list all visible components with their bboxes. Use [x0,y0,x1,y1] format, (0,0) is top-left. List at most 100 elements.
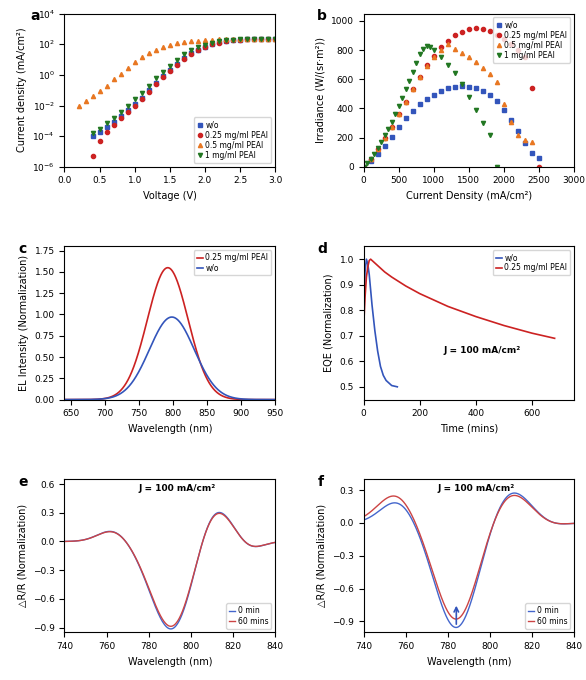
1 mg/ml PEAI [152,74,159,82]
w/o [380,371,387,379]
Y-axis label: Irradiance (W/(sr·m²)): Irradiance (W/(sr·m²)) [315,37,325,143]
w/o [166,66,173,74]
0.25 mg/ml PEAI [367,255,374,263]
Legend: w/o, 0.25 mg/ml PEAI, 0.5 mg/ml PEAI, 1 mg/ml PEAI: w/o, 0.25 mg/ml PEAI, 0.5 mg/ml PEAI, 1 … [194,118,271,163]
0.25 mg/ml PEAI [430,296,437,304]
60 mins [195,550,202,558]
60 mins [222,512,229,520]
0.5 mg/ml PEAI [82,97,89,105]
X-axis label: Time (mins): Time (mins) [440,424,498,434]
0.25 mg/ml PEAI [444,303,451,311]
0.25 mg/ml PEAI [507,40,515,48]
0.25 mg/ml PEAI [230,36,237,44]
0 min [571,520,578,528]
0.5 mg/ml PEAI [486,70,493,78]
1 mg/ml PEAI [391,110,398,118]
0.5 mg/ml PEAI [75,101,82,109]
w/o [96,127,103,135]
60 mins [272,539,279,547]
0.25 mg/ml PEAI [402,282,409,290]
60 mins [360,513,367,521]
1 mg/ml PEAI [216,37,223,46]
Line: 0.5 mg/ml PEAI: 0.5 mg/ml PEAI [76,37,277,107]
1 mg/ml PEAI [416,50,423,58]
0.5 mg/ml PEAI [195,37,202,45]
60 mins [571,520,578,528]
w/o [124,106,131,114]
0 min [189,575,196,583]
w/o [529,149,536,157]
0.25 mg/ml PEAI [188,50,195,58]
w/o [493,97,500,105]
1 mg/ml PEAI [486,131,493,139]
1 mg/ml PEAI [195,43,202,51]
Legend: 0 min, 60 mins: 0 min, 60 mins [525,603,570,628]
0.5 mg/ml PEAI [265,35,272,43]
w/o [437,87,444,95]
Line: 0.25 mg/ml PEAI: 0.25 mg/ml PEAI [64,268,275,400]
1 mg/ml PEAI [89,129,96,137]
1 mg/ml PEAI [166,62,173,70]
Y-axis label: EQE (Normalization): EQE (Normalization) [324,274,334,372]
0.5 mg/ml PEAI [367,154,374,163]
0.5 mg/ml PEAI [395,110,402,118]
1 mg/ml PEAI [209,39,216,47]
0.5 mg/ml PEAI [458,49,465,57]
1 mg/ml PEAI [367,154,374,163]
0.25 mg/ml PEAI [522,52,529,61]
60 mins [452,615,459,623]
w/o [423,95,430,103]
Line: 60 mins: 60 mins [363,496,574,619]
w/o [395,123,402,131]
0.25 mg/ml PEAI [500,35,507,44]
Line: w/o: w/o [363,259,397,387]
60 mins [542,515,549,523]
0.25 mg/ml PEAI [451,31,458,39]
1 mg/ml PEAI [458,80,465,88]
1 mg/ml PEAI [374,143,381,152]
X-axis label: Wavelength (nm): Wavelength (nm) [427,657,511,666]
0.25 mg/ml PEAI [251,35,258,43]
0.25 mg/ml PEAI [244,35,251,44]
0.25 mg/ml PEAI [515,46,522,54]
w/o [402,114,409,122]
Legend: 0 min, 60 mins: 0 min, 60 mins [226,603,271,628]
1 mg/ml PEAI [465,92,472,101]
1 mg/ml PEAI [493,163,500,171]
0 min [183,596,190,604]
0.25 mg/ml PEAI [472,313,479,321]
w/o [386,379,393,387]
w/o [409,107,416,115]
Y-axis label: △R/R (Normalization): △R/R (Normalization) [18,505,28,607]
0.5 mg/ml PEAI [423,62,430,70]
0.5 mg/ml PEAI [522,136,529,144]
w/o [71,396,79,404]
w/o [230,36,237,44]
1 mg/ml PEAI [427,43,434,51]
0.25 mg/ml PEAI [265,396,272,404]
60 mins [243,539,250,547]
0.25 mg/ml PEAI [529,329,536,337]
0.5 mg/ml PEAI [272,35,279,43]
Text: J = 100 mA/cm²: J = 100 mA/cm² [444,346,521,355]
0.25 mg/ml PEAI [159,73,166,82]
Line: 0.25 mg/ml PEAI: 0.25 mg/ml PEAI [90,37,277,158]
X-axis label: Wavelength (nm): Wavelength (nm) [128,657,212,666]
w/o [451,83,458,91]
0.5 mg/ml PEAI [202,36,209,44]
0.25 mg/ml PEAI [209,40,216,48]
0.25 mg/ml PEAI [237,35,244,44]
w/o [366,271,373,279]
w/o [507,116,515,124]
60 mins [183,594,190,602]
Text: c: c [18,242,26,256]
Line: 1 mg/ml PEAI: 1 mg/ml PEAI [90,37,277,135]
0.5 mg/ml PEAI [166,41,173,49]
0 min [272,539,279,547]
w/o [374,150,381,158]
0.5 mg/ml PEAI [500,100,507,108]
1 mg/ml PEAI [363,159,370,167]
1 mg/ml PEAI [409,68,416,76]
w/o [465,82,472,90]
0.25 mg/ml PEAI [265,396,272,404]
